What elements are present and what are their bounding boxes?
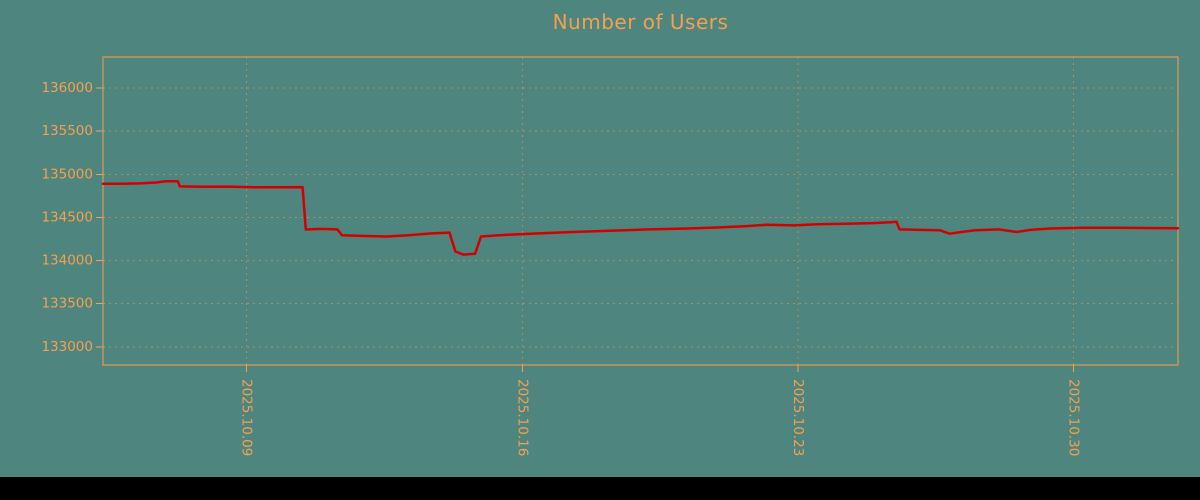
- line-chart: 133000 133500 134000 134500 135000 135500 1360…: [41, 56, 1180, 456]
- svg-text:135000: 135000: [41, 166, 93, 182]
- svg-text:135500: 135500: [41, 123, 93, 139]
- svg-text:134000: 134000: [41, 253, 93, 269]
- svg-text:133500: 133500: [41, 296, 93, 312]
- svg-text:2025.10.23: 2025.10.23: [790, 379, 806, 456]
- bottom-black-bar: [0, 477, 1200, 500]
- svg-text:134500: 134500: [41, 210, 93, 226]
- svg-text:133000: 133000: [41, 339, 93, 355]
- svg-text:2025.10.16: 2025.10.16: [514, 379, 530, 456]
- svg-text:2025.10.30: 2025.10.30: [1066, 379, 1082, 456]
- svg-text:2025.10.09: 2025.10.09: [239, 379, 255, 456]
- svg-text:136000: 136000: [41, 80, 93, 96]
- chart-title: Number of Users: [552, 10, 729, 34]
